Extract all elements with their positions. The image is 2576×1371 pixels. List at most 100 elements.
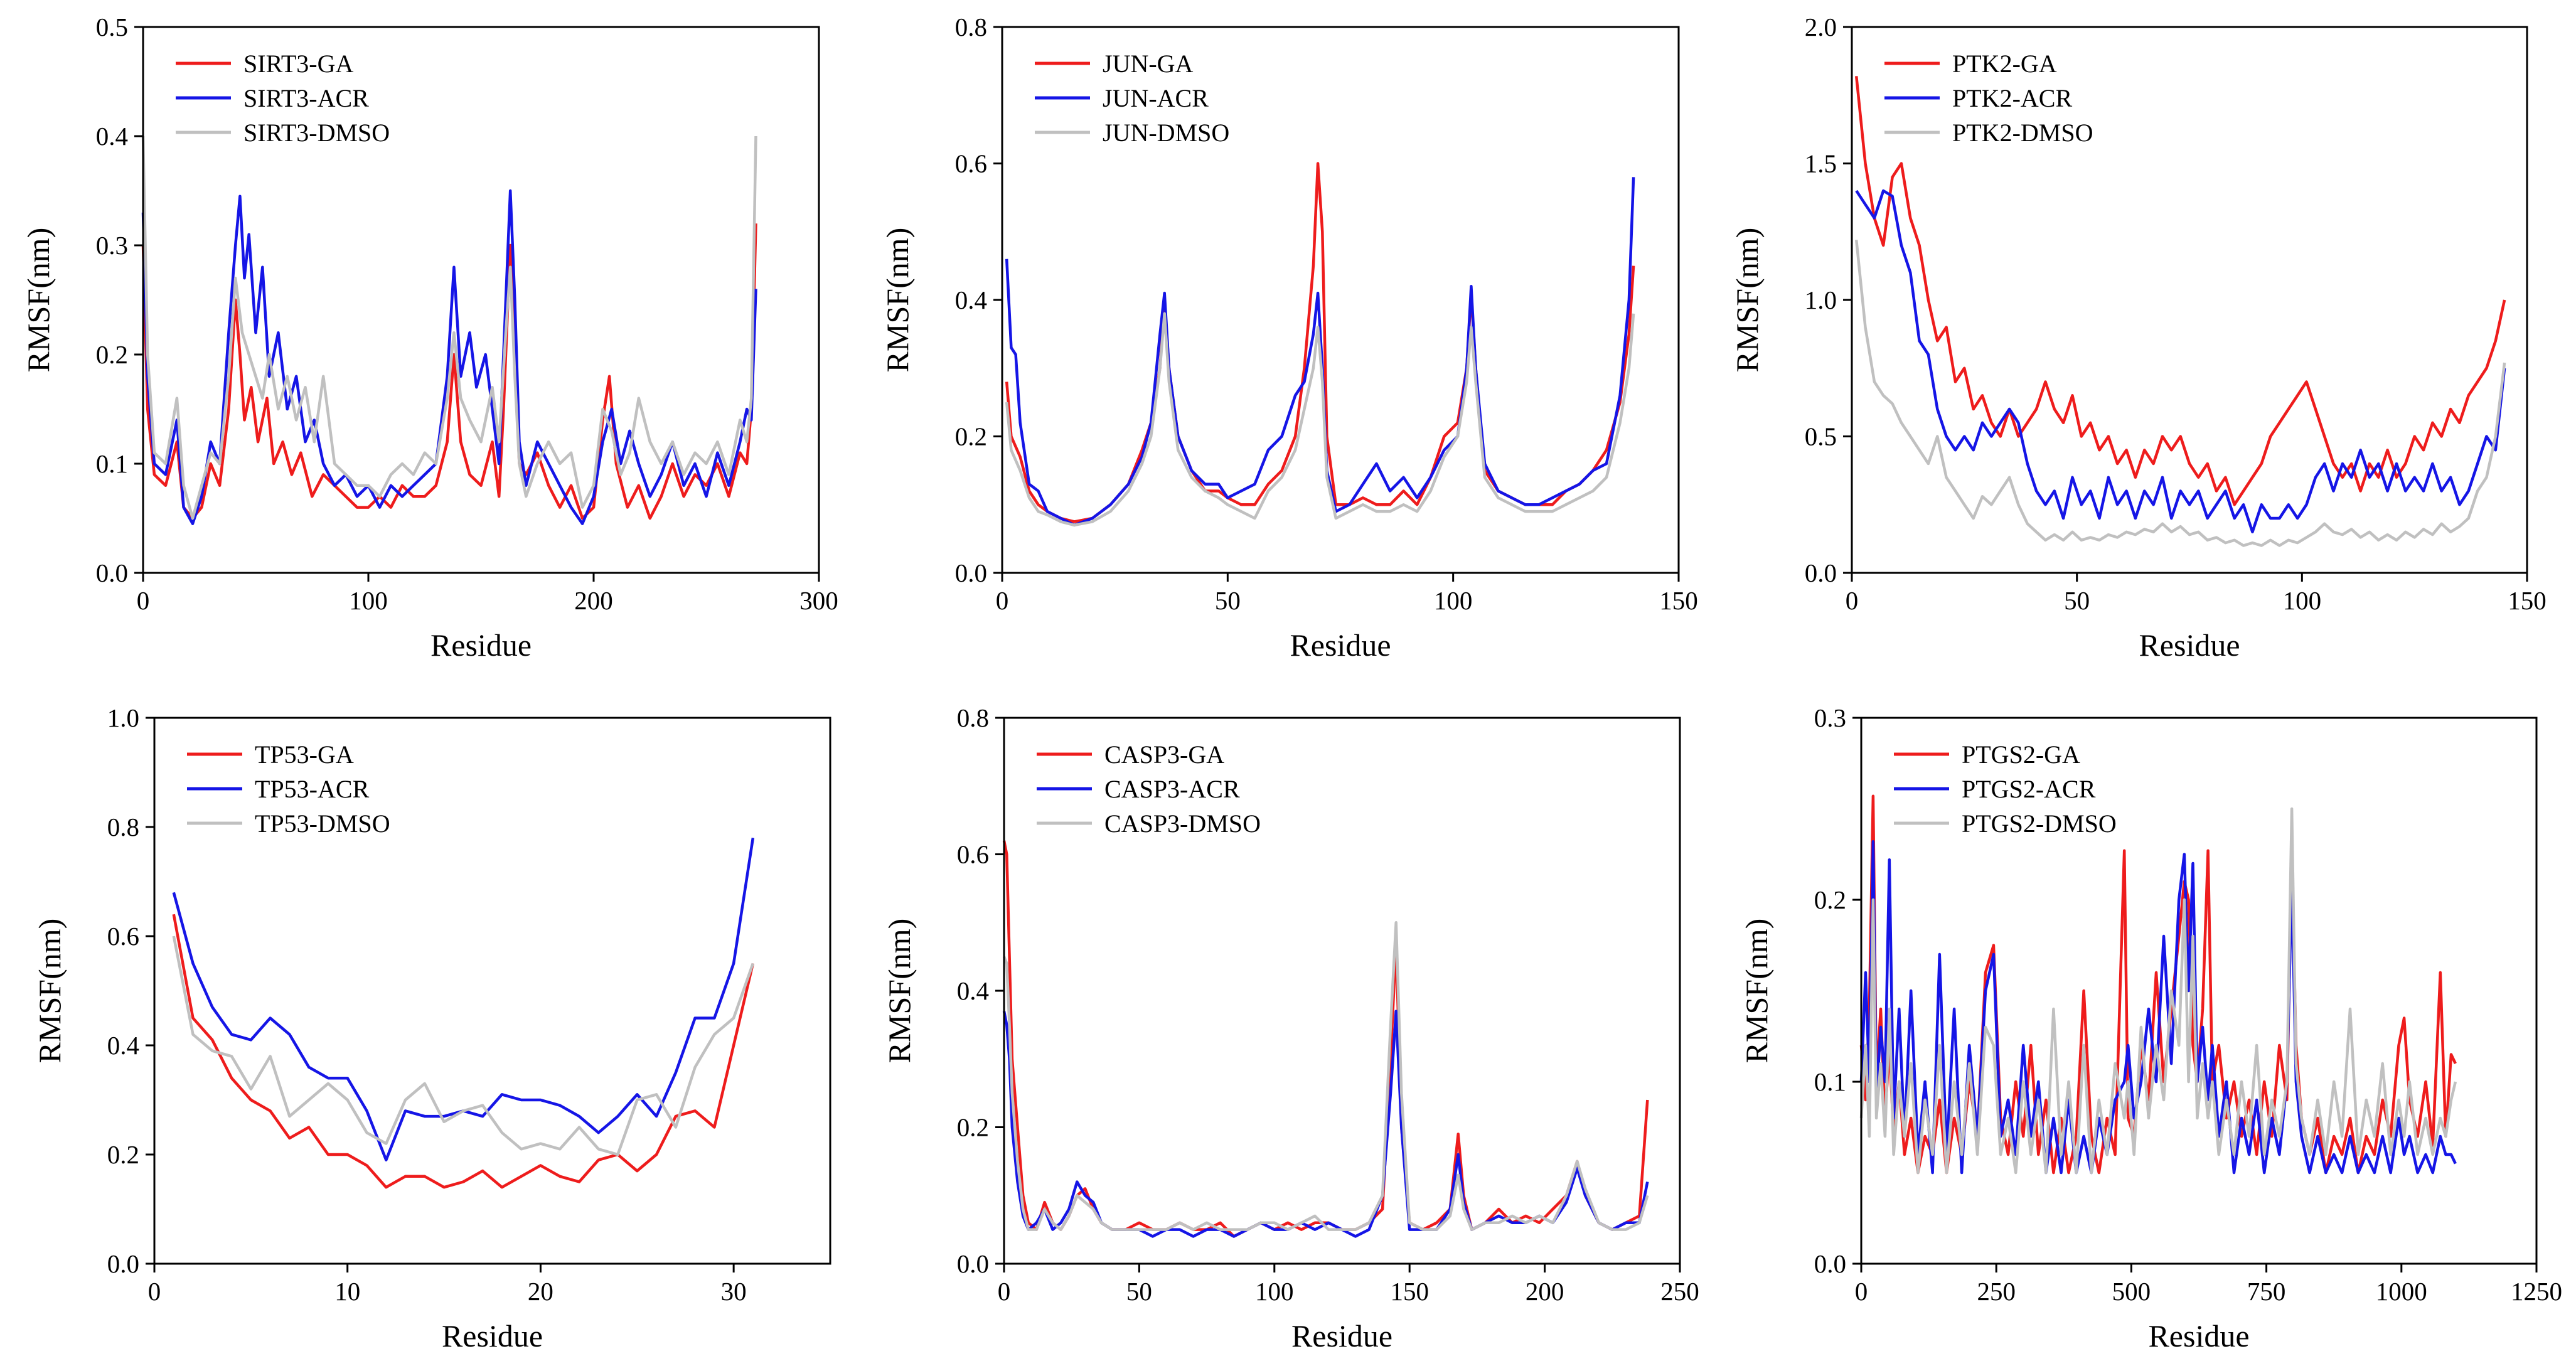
chart-ptgs2-xtick-label: 1250 bbox=[2511, 1277, 2562, 1306]
chart-jun-ytick-label: 0.8 bbox=[955, 13, 987, 41]
chart-ptgs2: 0 250 500 750 1000 1250 0.0 0.1 0.2 0.3 Residue RMS… bbox=[1739, 703, 2562, 1353]
chart-ptk2-xtick-label: 100 bbox=[2283, 586, 2322, 615]
chart-ptgs2-xtick-label: 500 bbox=[2112, 1277, 2151, 1306]
chart-sirt3-ytick-label: 0.0 bbox=[96, 558, 128, 587]
chart-ptk2-legend-label-dmso: PTK2-DMSO bbox=[1952, 119, 2093, 147]
chart-casp3-xtick-label: 200 bbox=[1526, 1277, 1564, 1306]
chart-sirt3-series-acr bbox=[141, 189, 757, 525]
chart-ptk2-xtick-label: 0 bbox=[1846, 586, 1859, 615]
chart-sirt3-legend-label-acr: SIRT3-ACR bbox=[243, 84, 369, 112]
chart-ptgs2-series-dmso bbox=[1859, 807, 2457, 1175]
chart-ptk2-legend: PTK2-GA PTK2-ACR PTK2-DMSO bbox=[1884, 50, 2093, 147]
chart-jun-legend: JUN-GA JUN-ACR JUN-DMSO bbox=[1035, 50, 1229, 147]
chart-casp3-legend-label-acr: CASP3-ACR bbox=[1104, 775, 1240, 803]
chart-ptk2-series-acr bbox=[1855, 189, 2506, 534]
chart-casp3-ylabel: RMSF(nm) bbox=[882, 919, 917, 1064]
chart-tp53-series-dmso bbox=[172, 936, 755, 1156]
chart-ptgs2-ytick-label: 0.2 bbox=[1814, 885, 1846, 914]
chart-ptgs2-ytick-label: 0.3 bbox=[1814, 703, 1846, 732]
chart-ptgs2-xtick-label: 1000 bbox=[2376, 1277, 2427, 1306]
chart-ptk2-ytick-label: 1.5 bbox=[1805, 149, 1837, 178]
chart-casp3-ytick-label: 0.8 bbox=[957, 703, 989, 732]
chart-ptgs2-legend: PTGS2-GA PTGS2-ACR PTGS2-DMSO bbox=[1894, 740, 2117, 838]
chart-ptk2-xlabel: Residue bbox=[2139, 627, 2240, 663]
chart-jun-xlabel: Residue bbox=[1290, 627, 1391, 663]
chart-casp3-legend: CASP3-GA CASP3-ACR CASP3-DMSO bbox=[1037, 740, 1261, 838]
chart-casp3-series-ga bbox=[1002, 840, 1649, 1238]
chart-ptk2-legend-label-ga: PTK2-GA bbox=[1952, 50, 2057, 78]
chart-casp3-legend-label-dmso: CASP3-DMSO bbox=[1104, 809, 1261, 838]
chart-sirt3-legend: SIRT3-GA SIRT3-ACR SIRT3-DMSO bbox=[176, 50, 390, 147]
chart-ptk2-ylabel: RMSF(nm) bbox=[1729, 228, 1765, 373]
chart-casp3-series-dmso bbox=[1002, 921, 1649, 1231]
chart-casp3: 0 50 100 150 200 250 0.0 0.2 0.4 0.6 0.8 Residue RMS… bbox=[882, 703, 1699, 1353]
chart-jun-ytick-label: 0.6 bbox=[955, 149, 987, 178]
chart-sirt3-xtick-label: 300 bbox=[799, 586, 838, 615]
chart-ptk2: 0 50 100 150 0.0 0.5 1.0 1.5 2.0 Residue RMSF(nm) P… bbox=[1729, 13, 2547, 663]
chart-sirt3-xlabel: Residue bbox=[430, 627, 532, 663]
chart-ptgs2-xtick-label: 250 bbox=[1977, 1277, 2016, 1306]
chart-tp53-xtick-label: 10 bbox=[334, 1277, 360, 1306]
chart-tp53-plot-frame bbox=[153, 717, 831, 1265]
chart-casp3-ytick-label: 0.6 bbox=[957, 840, 989, 869]
chart-jun-legend-label-dmso: JUN-DMSO bbox=[1103, 119, 1229, 147]
chart-jun-ylabel: RMSF(nm) bbox=[880, 228, 915, 373]
chart-casp3-ytick-label: 0.4 bbox=[957, 976, 989, 1005]
chart-jun-xtick-label: 100 bbox=[1434, 586, 1473, 615]
chart-ptk2-ytick-label: 2.0 bbox=[1805, 13, 1837, 41]
chart-jun-xtick-label: 0 bbox=[996, 586, 1009, 615]
chart-jun-legend-label-ga: JUN-GA bbox=[1103, 50, 1194, 78]
chart-ptk2-series-ga bbox=[1854, 76, 2506, 506]
chart-ptgs2-xlabel: Residue bbox=[2148, 1318, 2249, 1353]
chart-ptgs2-plot-frame bbox=[1860, 717, 2538, 1265]
chart-tp53-xlabel: Residue bbox=[442, 1318, 543, 1353]
chart-sirt3-ylabel: RMSF(nm) bbox=[21, 228, 56, 373]
chart-ptgs2-xtick-label: 750 bbox=[2247, 1277, 2286, 1306]
chart-ptk2-xtick-label: 50 bbox=[2064, 586, 2090, 615]
chart-tp53-ytick-label: 1.0 bbox=[107, 703, 139, 732]
chart-jun: 0 50 100 150 0.0 0.2 0.4 0.6 0.8 Residue RMSF(nm) J… bbox=[880, 13, 1698, 663]
chart-sirt3-legend-label-ga: SIRT3-GA bbox=[243, 50, 353, 78]
chart-sirt3-xtick-label: 200 bbox=[574, 586, 613, 615]
chart-casp3-xtick-label: 250 bbox=[1660, 1277, 1699, 1306]
chart-sirt3-xtick-label: 100 bbox=[349, 586, 388, 615]
chart-tp53-legend-label-dmso: TP53-DMSO bbox=[255, 809, 390, 838]
chart-jun-ytick-label: 0.0 bbox=[955, 558, 987, 587]
chart-ptk2-series-dmso bbox=[1854, 240, 2506, 547]
chart-ptgs2-series-ga bbox=[1859, 794, 2457, 1175]
chart-tp53-legend: TP53-GA TP53-ACR TP53-DMSO bbox=[187, 740, 390, 838]
chart-ptk2-ytick-label: 0.0 bbox=[1805, 558, 1837, 587]
chart-ptk2-ytick-label: 1.0 bbox=[1805, 285, 1837, 314]
chart-sirt3-plot-frame bbox=[142, 26, 820, 574]
chart-tp53: 0 10 20 30 0.0 0.2 0.4 0.6 0.8 1.0 Residue RMSF(nm)… bbox=[32, 703, 831, 1353]
chart-tp53-ylabel: RMSF(nm) bbox=[32, 919, 67, 1064]
chart-casp3-series-acr bbox=[1002, 1010, 1649, 1238]
chart-tp53-ytick-label: 0.6 bbox=[107, 922, 139, 951]
chart-ptgs2-legend-label-ga: PTGS2-GA bbox=[1962, 740, 2080, 769]
chart-jun-xtick-label: 50 bbox=[1215, 586, 1241, 615]
chart-casp3-legend-label-ga: CASP3-GA bbox=[1104, 740, 1224, 769]
chart-tp53-xtick-label: 0 bbox=[148, 1277, 161, 1306]
chart-tp53-xtick-label: 30 bbox=[721, 1277, 747, 1306]
chart-tp53-xtick-label: 20 bbox=[528, 1277, 553, 1306]
chart-sirt3-ytick-label: 0.5 bbox=[96, 13, 128, 41]
chart-ptgs2-ytick-label: 0.0 bbox=[1814, 1249, 1846, 1278]
chart-jun-series-acr bbox=[1005, 177, 1635, 527]
chart-sirt3-series-ga bbox=[141, 223, 757, 520]
chart-tp53-ytick-label: 0.4 bbox=[107, 1031, 139, 1060]
chart-sirt3-legend-label-dmso: SIRT3-DMSO bbox=[243, 119, 390, 147]
chart-tp53-ytick-label: 0.0 bbox=[107, 1249, 139, 1278]
chart-sirt3-ytick-label: 0.3 bbox=[96, 231, 128, 260]
chart-ptgs2-series-acr bbox=[1859, 840, 2457, 1175]
chart-sirt3-ytick-label: 0.4 bbox=[96, 122, 128, 151]
chart-casp3-xtick-label: 150 bbox=[1390, 1277, 1429, 1306]
chart-casp3-xlabel: Residue bbox=[1291, 1318, 1392, 1353]
chart-ptk2-ytick-label: 0.5 bbox=[1805, 422, 1837, 451]
chart-tp53-legend-label-ga: TP53-GA bbox=[255, 740, 354, 769]
chart-tp53-ytick-label: 0.8 bbox=[107, 813, 139, 841]
chart-casp3-xtick-label: 50 bbox=[1126, 1277, 1152, 1306]
chart-sirt3-xtick-label: 0 bbox=[137, 586, 150, 615]
chart-ptk2-legend-label-acr: PTK2-ACR bbox=[1952, 84, 2072, 112]
chart-jun-series-dmso bbox=[1005, 312, 1635, 527]
